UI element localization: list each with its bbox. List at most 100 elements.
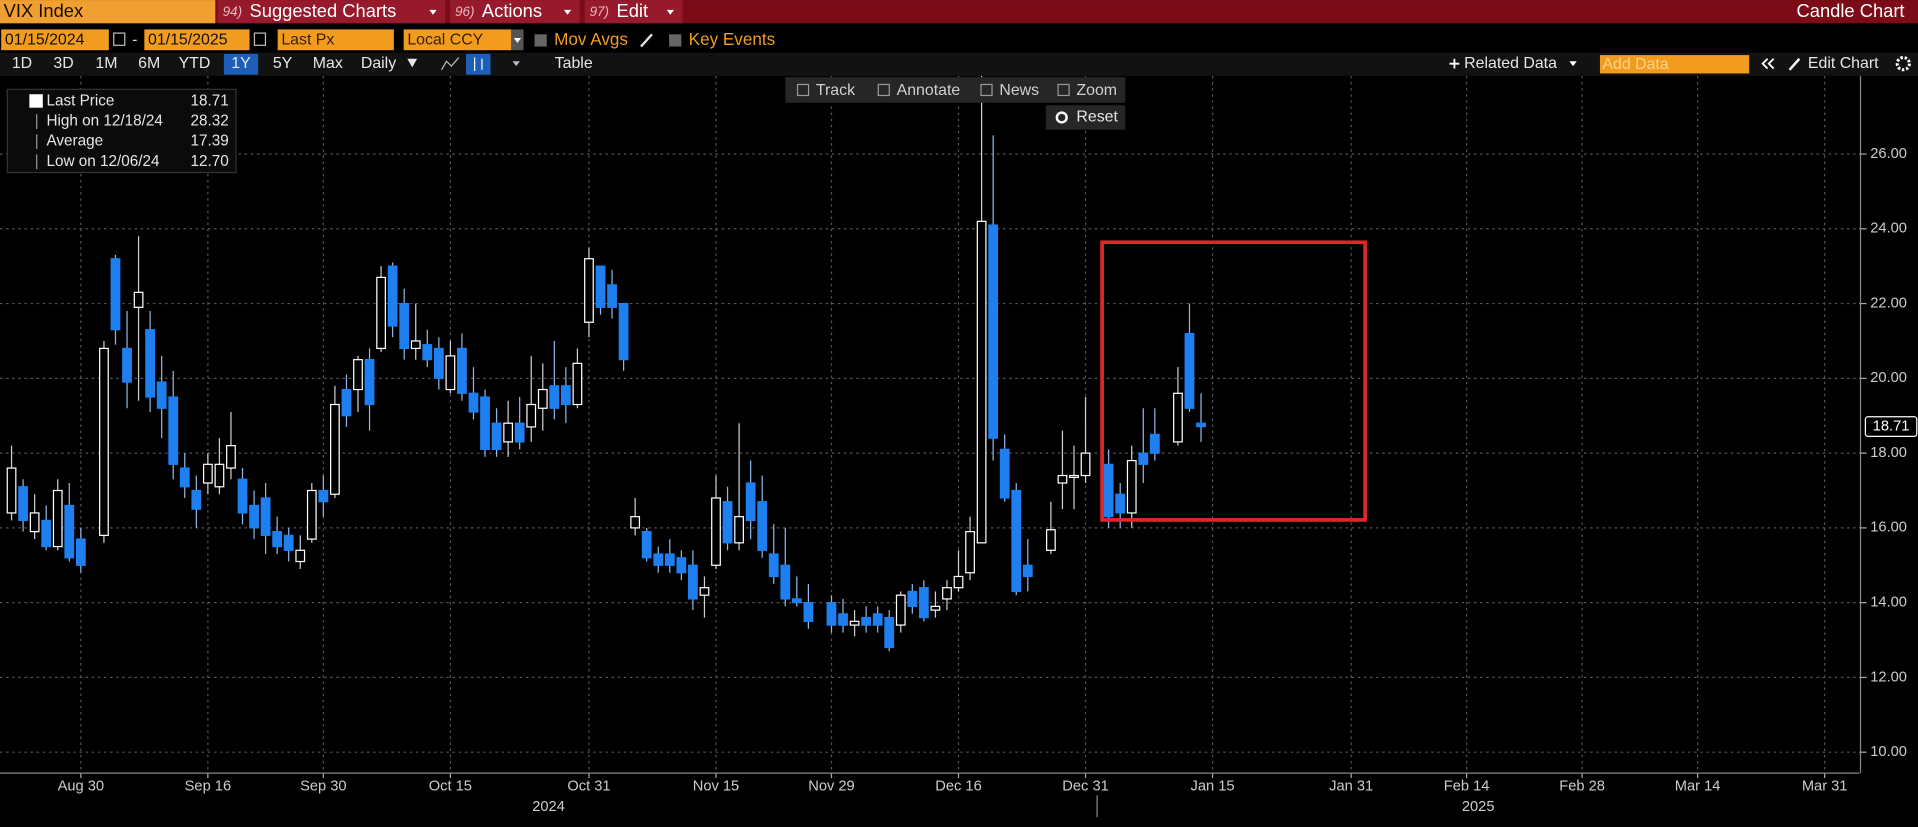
menu-button[interactable]	[450, 0, 580, 24]
reset-label: Reset	[1076, 109, 1118, 126]
dropdown-arrow	[563, 9, 572, 15]
candle-body	[237, 478, 248, 514]
candle-body	[145, 329, 156, 398]
add-data-box[interactable]	[1599, 55, 1750, 74]
candle-body	[1022, 564, 1033, 578]
reset-button[interactable]	[1045, 105, 1126, 130]
x-tick-label: Sep 16	[185, 778, 231, 794]
candle-body	[445, 355, 456, 391]
period-button[interactable]: 1Y	[231, 55, 251, 72]
candle-body	[988, 224, 999, 439]
currency-box[interactable]	[403, 29, 512, 51]
key-events-checkbox[interactable]	[669, 34, 682, 47]
candle-body	[156, 381, 167, 409]
start-date: 01/15/2024	[5, 32, 85, 49]
tool-button[interactable]: Track	[816, 82, 855, 99]
candle-body	[1011, 489, 1022, 593]
candle-body	[653, 553, 664, 566]
candle-body	[133, 291, 144, 308]
candle-body	[953, 575, 964, 589]
tool-button[interactable]: Zoom	[1076, 82, 1117, 99]
candle-body	[757, 501, 768, 551]
period-button[interactable]: Max	[313, 55, 343, 72]
candle-body	[1126, 459, 1137, 514]
period-button[interactable]: 1D	[12, 55, 32, 72]
candle-body	[895, 594, 906, 626]
date-separator: -	[132, 32, 137, 49]
candle-body	[664, 553, 675, 566]
start-date-box[interactable]	[1, 29, 109, 51]
related-data[interactable]: Related Data	[1464, 55, 1557, 72]
period-button[interactable]: 6M	[138, 55, 160, 72]
x-tick-label: Nov 29	[808, 778, 854, 794]
candle-body	[330, 403, 340, 495]
menu-number: 96)	[455, 4, 474, 19]
line-icon	[441, 57, 460, 71]
legend-value: 17.39	[190, 133, 228, 150]
pencil-icon	[1788, 57, 1801, 71]
candle-body	[491, 422, 502, 450]
candle-body	[1103, 463, 1114, 518]
price-field: Last Px	[281, 32, 334, 49]
legend-value: 28.32	[190, 113, 228, 130]
candle-body	[29, 512, 40, 533]
dropdown-arrow	[666, 9, 674, 15]
candle-body	[1057, 474, 1068, 484]
price-field-box[interactable]	[277, 29, 394, 51]
candle-body	[214, 463, 225, 488]
candle-body	[480, 396, 490, 450]
candle-body	[6, 467, 17, 514]
candle-body	[1069, 474, 1079, 479]
candle-body	[630, 516, 641, 529]
calendar-icon	[113, 32, 126, 46]
candle-body	[52, 489, 63, 548]
frequency[interactable]: Daily	[361, 55, 396, 72]
candle-body	[872, 613, 883, 626]
menu-label: Suggested Charts	[250, 0, 397, 21]
x-tick-label: Jan 31	[1329, 778, 1373, 794]
period-button[interactable]: 1M	[95, 55, 117, 72]
candle-body	[861, 616, 872, 626]
legend-name: High on 12/18/24	[46, 113, 163, 130]
period-button[interactable]: 3D	[53, 55, 73, 72]
candle-body	[595, 265, 606, 308]
candle-body	[803, 602, 814, 622]
end-date-box[interactable]	[144, 29, 250, 51]
highlight-box	[1100, 240, 1367, 522]
candle-body	[607, 284, 617, 308]
edit-chart[interactable]: Edit Chart	[1808, 55, 1879, 72]
candle-body	[965, 531, 975, 574]
menu-button[interactable]	[584, 0, 683, 24]
candle-body	[226, 445, 236, 469]
menu-number: 94)	[223, 4, 242, 19]
candle-body	[318, 489, 329, 503]
mov-avgs-checkbox[interactable]	[534, 34, 547, 47]
candle-body	[376, 276, 386, 350]
x-tick-label: Mar 14	[1675, 778, 1721, 794]
candle-icon-box[interactable]	[466, 53, 491, 75]
candle-body	[942, 587, 952, 600]
candle-body	[457, 347, 467, 394]
period-button[interactable]: 5Y	[273, 55, 293, 72]
candle-body	[1115, 493, 1126, 514]
candle-body	[514, 422, 525, 443]
candle-body	[283, 534, 294, 551]
dropdown-arrow	[429, 9, 437, 15]
tool-button[interactable]: Annotate	[897, 82, 961, 99]
candle-body	[560, 385, 571, 406]
table-button[interactable]: Table	[555, 55, 593, 72]
candle-body	[295, 549, 306, 563]
menu-button[interactable]	[217, 0, 446, 24]
x-tick-label: Nov 15	[693, 778, 739, 794]
candle-body	[688, 564, 698, 600]
candle-body	[260, 497, 271, 536]
candle-body	[526, 403, 537, 428]
candle-body	[191, 489, 202, 510]
candle-body	[641, 531, 652, 559]
settings-icon[interactable]	[1895, 56, 1911, 72]
period-button[interactable]: YTD	[179, 55, 211, 72]
candle-body	[734, 516, 744, 544]
candle-body	[699, 587, 710, 596]
tool-button[interactable]: News	[999, 82, 1039, 99]
